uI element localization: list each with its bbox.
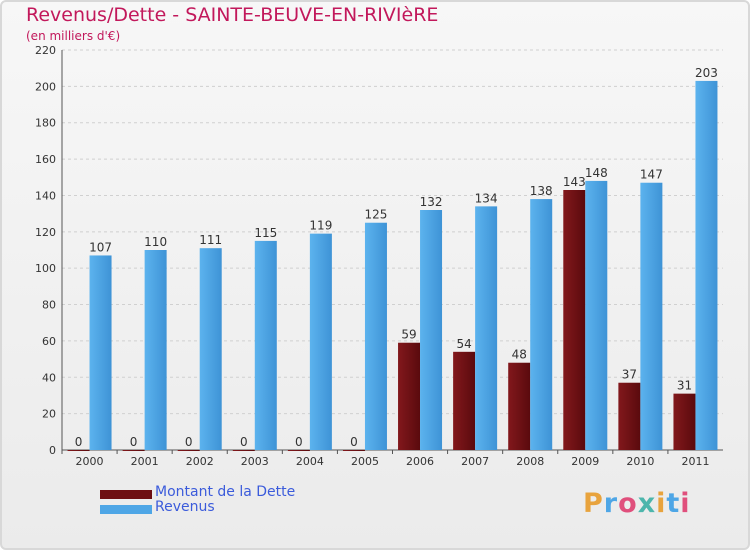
x-tick-label: 2004 [296, 455, 324, 468]
y-tick-label: 160 [35, 153, 56, 166]
bar-revenus [420, 210, 443, 450]
data-label-revenus: 148 [585, 166, 608, 180]
logo-letter: P [583, 488, 604, 519]
bar-revenus [199, 248, 222, 450]
x-tick-label: 2003 [241, 455, 269, 468]
x-tick-label: 2000 [76, 455, 104, 468]
bar-dette [398, 342, 421, 450]
data-label-dette: 54 [456, 337, 471, 351]
bar-dette [508, 362, 531, 450]
bar-revenus [585, 180, 608, 450]
data-label-dette: 59 [401, 328, 416, 342]
y-tick-label: 80 [42, 299, 56, 312]
y-tick-label: 60 [42, 335, 56, 348]
data-label-revenus: 115 [254, 226, 277, 240]
x-tick-label: 2005 [351, 455, 379, 468]
bar-dette [673, 393, 696, 450]
data-label-revenus: 132 [420, 195, 443, 209]
data-label-dette: 37 [622, 368, 637, 382]
bar-dette [122, 450, 145, 451]
bar-dette [563, 190, 586, 450]
bar-revenus [89, 255, 112, 450]
x-tick-label: 2011 [681, 455, 709, 468]
bar-dette [342, 450, 365, 451]
data-label-revenus: 147 [640, 168, 663, 182]
y-tick-label: 40 [42, 371, 56, 384]
bar-revenus [364, 222, 387, 450]
data-label-revenus: 138 [530, 184, 553, 198]
bar-dette [177, 450, 200, 451]
y-tick-label: 120 [35, 226, 56, 239]
logo-letter: i [656, 488, 667, 519]
bar-dette [67, 450, 90, 451]
data-label-dette: 31 [677, 379, 692, 393]
data-label-dette: 143 [563, 175, 586, 189]
bar-dette [453, 351, 476, 450]
bar-dette [287, 450, 310, 451]
data-label-dette: 48 [512, 348, 527, 362]
bar-dette [618, 382, 641, 450]
y-tick-label: 220 [35, 44, 56, 57]
bar-revenus [309, 233, 332, 450]
x-tick-label: 2010 [626, 455, 654, 468]
data-label-dette: 0 [185, 435, 193, 449]
logo-letter: r [603, 488, 619, 519]
x-tick-label: 2006 [406, 455, 434, 468]
bar-revenus [475, 206, 498, 450]
y-tick-label: 20 [42, 408, 56, 421]
data-label-revenus: 111 [199, 233, 222, 247]
data-label-revenus: 125 [365, 208, 388, 222]
y-tick-label: 180 [35, 117, 56, 130]
data-label-dette: 0 [350, 435, 358, 449]
y-tick-label: 140 [35, 189, 56, 202]
bar-revenus [530, 199, 553, 450]
chart-title: Revenus/Dette - SAINTE-BEUVE-EN-RIVIèRE [26, 4, 439, 26]
data-label-dette: 0 [130, 435, 138, 449]
bar-revenus [144, 250, 167, 450]
x-tick-label: 2008 [516, 455, 544, 468]
data-label-revenus: 110 [144, 235, 167, 249]
bar-revenus [640, 182, 663, 450]
proxiti-logo: Proxiti [583, 488, 691, 519]
data-label-revenus: 203 [695, 66, 718, 80]
data-label-dette: 0 [295, 435, 303, 449]
x-tick-label: 2001 [131, 455, 159, 468]
bar-revenus [254, 240, 277, 450]
legend-swatch-dette [100, 490, 152, 499]
legend-label-revenus: Revenus [155, 499, 215, 515]
x-tick-label: 2009 [571, 455, 599, 468]
legend-label-dette: Montant de la Dette [155, 484, 296, 500]
data-label-revenus: 134 [475, 191, 498, 205]
logo-letter: t [666, 488, 681, 519]
logo-letter: o [618, 488, 638, 519]
x-tick-label: 2007 [461, 455, 489, 468]
data-label-dette: 0 [75, 435, 83, 449]
bar-dette [232, 450, 255, 451]
logo-letter: x [637, 488, 657, 519]
logo-letter: i [680, 488, 691, 519]
bar-revenus [695, 80, 718, 450]
legend-swatch-revenus [100, 505, 152, 514]
y-tick-label: 0 [49, 444, 56, 457]
y-tick-label: 100 [35, 262, 56, 275]
data-label-revenus: 107 [89, 240, 112, 254]
x-tick-label: 2002 [186, 455, 214, 468]
y-tick-label: 200 [35, 80, 56, 93]
data-label-revenus: 119 [309, 219, 332, 233]
chart-subtitle: (en milliers d'€) [26, 29, 121, 43]
data-label-dette: 0 [240, 435, 248, 449]
